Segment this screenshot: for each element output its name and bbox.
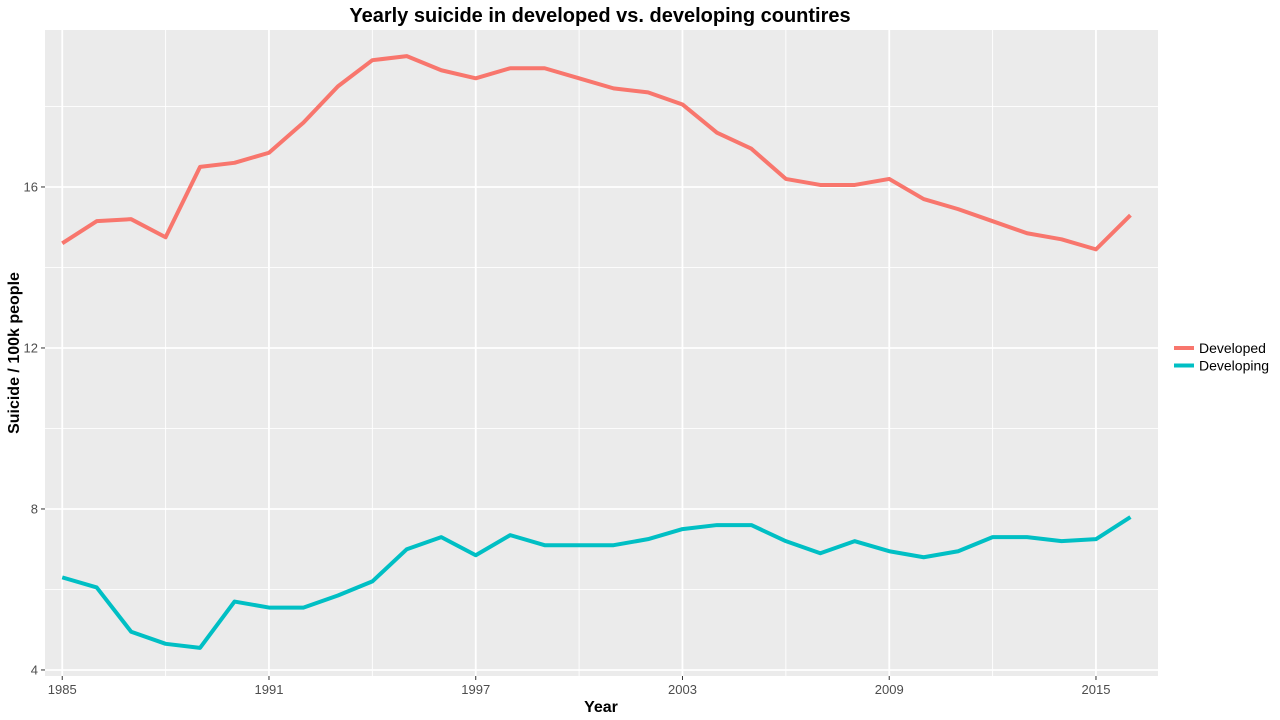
y-axis-title: Suicide / 100k people: [6, 272, 23, 434]
y-tick-label: 4: [31, 662, 38, 677]
x-axis-title: Year: [584, 699, 618, 716]
major-gridlines: [45, 30, 1158, 676]
y-axis: 4 8 12 16: [24, 179, 45, 677]
y-tick-label: 16: [24, 179, 38, 194]
x-tick-label: 2003: [668, 682, 697, 697]
legend: Developed Developing: [1174, 340, 1269, 374]
series-line-developed: [61, 54, 1132, 252]
series-lines: [61, 54, 1132, 650]
legend-label-developed: Developed: [1199, 340, 1266, 356]
series-line-developing: [61, 515, 1132, 650]
x-tick-label: 2009: [875, 682, 904, 697]
plot-panel: [45, 30, 1158, 676]
x-tick-label: 1997: [461, 682, 490, 697]
y-tick-label: 8: [31, 501, 38, 516]
minor-gridlines: [45, 30, 1158, 676]
x-tick-label: 1991: [255, 682, 284, 697]
x-tick-label: 2015: [1082, 682, 1111, 697]
x-axis: 1985 1991 1997 2003 2009 2015: [48, 676, 1111, 697]
legend-label-developing: Developing: [1199, 358, 1269, 374]
chart-title: Yearly suicide in developed vs. developi…: [349, 5, 850, 27]
y-tick-label: 12: [24, 340, 38, 355]
x-tick-label: 1985: [48, 682, 77, 697]
